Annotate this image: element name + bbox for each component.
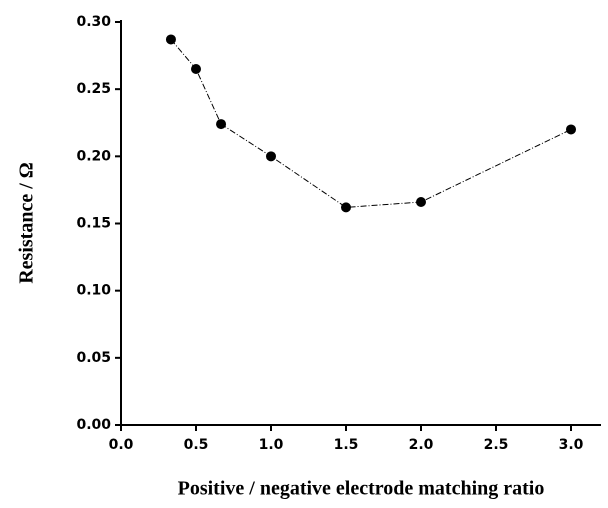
x-tick-label: 2.5 <box>484 437 509 453</box>
y-tick-label: 0.15 <box>76 216 111 232</box>
data-point <box>191 64 201 75</box>
x-tick-label: 1.0 <box>259 437 284 453</box>
data-point <box>566 124 576 135</box>
data-point <box>341 202 351 213</box>
x-tick-label: 0.0 <box>109 437 134 453</box>
x-tick-label: 2.0 <box>409 437 434 453</box>
data-point <box>165 34 176 45</box>
x-tick-label: 1.5 <box>334 437 359 453</box>
data-point <box>266 151 276 162</box>
y-axis-label: Resistance / Ω <box>16 162 38 284</box>
x-tick-label: 0.5 <box>184 437 209 453</box>
data-line <box>170 39 572 208</box>
y-tick-label: 0.25 <box>76 81 111 97</box>
y-tick-label: 0.00 <box>76 417 111 433</box>
y-tick-label: 0.05 <box>76 350 111 366</box>
y-tick-label: 0.30 <box>76 14 111 30</box>
data-point <box>416 197 426 208</box>
x-axis-label: Positive / negative electrode matching r… <box>178 478 545 500</box>
y-tick-label: 0.20 <box>76 148 111 164</box>
x-tick-label: 3.0 <box>559 437 584 453</box>
data-point <box>216 119 227 130</box>
y-tick-label: 0.10 <box>76 283 111 299</box>
